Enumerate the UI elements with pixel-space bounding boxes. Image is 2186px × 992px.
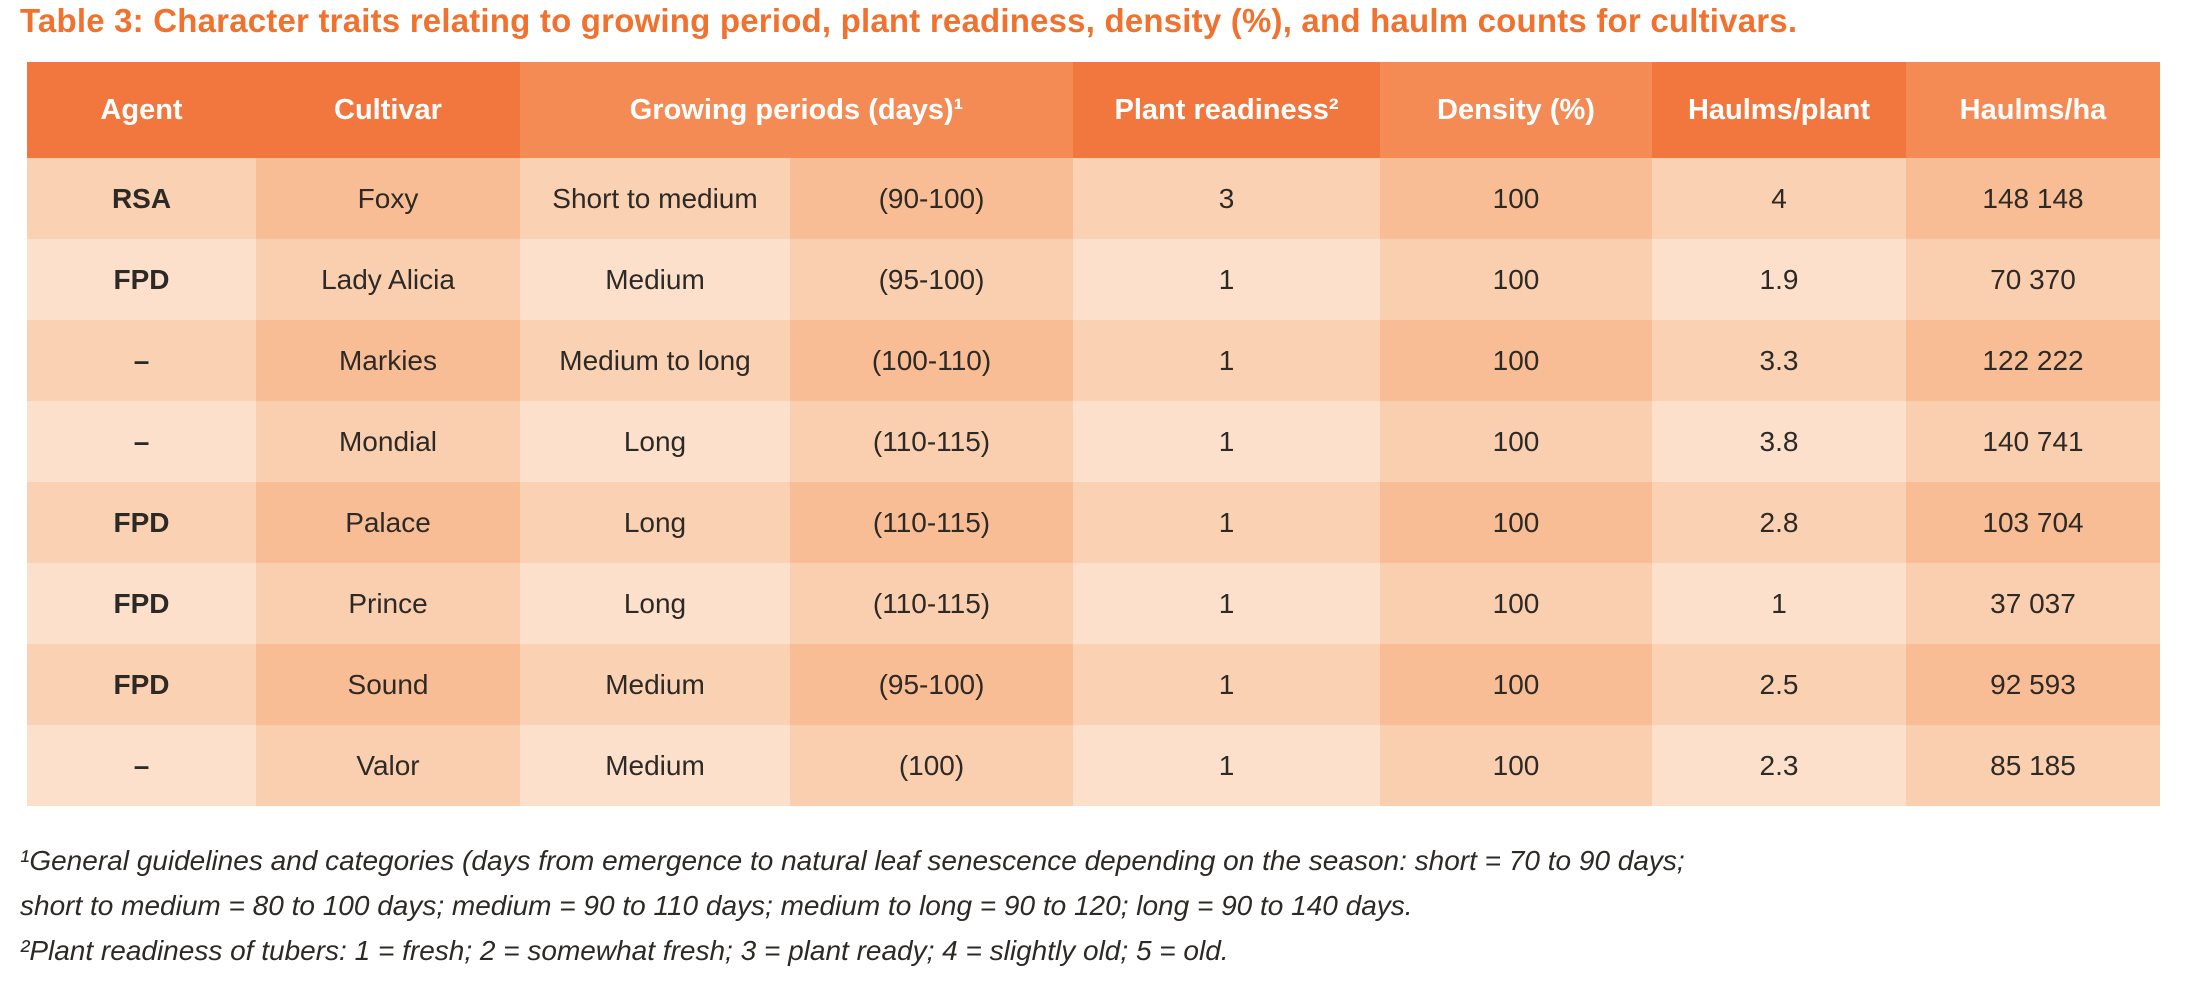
cell-density: 100 bbox=[1380, 239, 1652, 320]
cell-agent: FPD bbox=[27, 482, 256, 563]
column-header-haulms-ha: Haulms/ha bbox=[1906, 62, 2160, 158]
cell-cultivar: Sound bbox=[256, 644, 520, 725]
cell-cultivar: Foxy bbox=[256, 158, 520, 239]
cell-plant-readiness: 1 bbox=[1073, 563, 1380, 644]
cell-agent: FPD bbox=[27, 239, 256, 320]
table-title: Table 3: Character traits relating to gr… bbox=[20, 2, 1798, 39]
cell-cultivar: Markies bbox=[256, 320, 520, 401]
cell-agent: RSA bbox=[27, 158, 256, 239]
cell-haulms-ha: 140 741 bbox=[1906, 401, 2160, 482]
cell-growing-range: (95-100) bbox=[790, 644, 1073, 725]
cell-agent: FPD bbox=[27, 644, 256, 725]
cell-growing-range: (90-100) bbox=[790, 158, 1073, 239]
cell-growing-range: (95-100) bbox=[790, 239, 1073, 320]
table-row: – Mondial Long (110-115) 1 100 3.8 140 741 bbox=[27, 401, 2160, 482]
cell-cultivar: Mondial bbox=[256, 401, 520, 482]
cell-haulms-ha: 85 185 bbox=[1906, 725, 2160, 806]
cell-haulms-plant: 3.3 bbox=[1652, 320, 1906, 401]
table-body: RSA Foxy Short to medium (90-100) 3 100 4 148 1… bbox=[27, 158, 2160, 806]
cell-density: 100 bbox=[1380, 644, 1652, 725]
cell-growing-range: (110-115) bbox=[790, 563, 1073, 644]
cell-haulms-plant: 4 bbox=[1652, 158, 1906, 239]
cell-growing-period: Long bbox=[520, 401, 790, 482]
footnote-plant-readiness: ²Plant readiness of tubers: 1 = fresh; 2… bbox=[20, 935, 1229, 966]
cell-growing-period: Long bbox=[520, 563, 790, 644]
footnote-growing-periods-line2: short to medium = 80 to 100 days; medium… bbox=[20, 890, 1413, 921]
cell-plant-readiness: 1 bbox=[1073, 239, 1380, 320]
cell-growing-range: (110-115) bbox=[790, 482, 1073, 563]
table-row: RSA Foxy Short to medium (90-100) 3 100 4 148 1… bbox=[27, 158, 2160, 239]
cell-growing-range: (100) bbox=[790, 725, 1073, 806]
cell-growing-period: Short to medium bbox=[520, 158, 790, 239]
cell-haulms-plant: 2.3 bbox=[1652, 725, 1906, 806]
table-row: FPD Sound Medium (95-100) 1 100 2.5 92 593 bbox=[27, 644, 2160, 725]
cell-haulms-plant: 1.9 bbox=[1652, 239, 1906, 320]
table-row: – Markies Medium to long (100-110) 1 100 3.3 12… bbox=[27, 320, 2160, 401]
table-row: FPD Palace Long (110-115) 1 100 2.8 103 704 bbox=[27, 482, 2160, 563]
cell-growing-range: (110-115) bbox=[790, 401, 1073, 482]
column-header-plant-readiness: Plant readiness² bbox=[1073, 62, 1380, 158]
table-row: FPD Lady Alicia Medium (95-100) 1 100 1.9 70 37… bbox=[27, 239, 2160, 320]
cell-plant-readiness: 1 bbox=[1073, 320, 1380, 401]
cell-haulms-ha: 103 704 bbox=[1906, 482, 2160, 563]
cell-plant-readiness: 1 bbox=[1073, 401, 1380, 482]
cell-growing-period: Medium bbox=[520, 644, 790, 725]
cell-density: 100 bbox=[1380, 158, 1652, 239]
cell-agent: – bbox=[27, 320, 256, 401]
cell-plant-readiness: 3 bbox=[1073, 158, 1380, 239]
cell-haulms-plant: 1 bbox=[1652, 563, 1906, 644]
column-header-haulms-plant: Haulms/plant bbox=[1652, 62, 1906, 158]
column-header-density: Density (%) bbox=[1380, 62, 1652, 158]
table-row: – Valor Medium (100) 1 100 2.3 85 185 bbox=[27, 725, 2160, 806]
cell-haulms-ha: 70 370 bbox=[1906, 239, 2160, 320]
cell-haulms-ha: 92 593 bbox=[1906, 644, 2160, 725]
cell-plant-readiness: 1 bbox=[1073, 644, 1380, 725]
cell-plant-readiness: 1 bbox=[1073, 482, 1380, 563]
cell-cultivar: Palace bbox=[256, 482, 520, 563]
cell-growing-period: Medium bbox=[520, 725, 790, 806]
cell-haulms-plant: 2.8 bbox=[1652, 482, 1906, 563]
cell-plant-readiness: 1 bbox=[1073, 725, 1380, 806]
cell-agent: – bbox=[27, 725, 256, 806]
header-row: Agent Cultivar Growing periods (days)¹ P… bbox=[27, 62, 2160, 158]
cell-growing-period: Medium bbox=[520, 239, 790, 320]
column-header-agent: Agent bbox=[27, 62, 256, 158]
cell-growing-range: (100-110) bbox=[790, 320, 1073, 401]
cell-haulms-ha: 122 222 bbox=[1906, 320, 2160, 401]
cell-growing-period: Long bbox=[520, 482, 790, 563]
column-header-growing-periods: Growing periods (days)¹ bbox=[520, 62, 1073, 158]
cell-haulms-plant: 3.8 bbox=[1652, 401, 1906, 482]
cell-density: 100 bbox=[1380, 563, 1652, 644]
cell-growing-period: Medium to long bbox=[520, 320, 790, 401]
cell-cultivar: Prince bbox=[256, 563, 520, 644]
cell-agent: – bbox=[27, 401, 256, 482]
cell-haulms-ha: 37 037 bbox=[1906, 563, 2160, 644]
cell-haulms-ha: 148 148 bbox=[1906, 158, 2160, 239]
cell-density: 100 bbox=[1380, 482, 1652, 563]
cell-haulms-plant: 2.5 bbox=[1652, 644, 1906, 725]
cell-density: 100 bbox=[1380, 401, 1652, 482]
cell-cultivar: Valor bbox=[256, 725, 520, 806]
cell-density: 100 bbox=[1380, 725, 1652, 806]
cell-cultivar: Lady Alicia bbox=[256, 239, 520, 320]
footnotes: ¹General guidelines and categories (days… bbox=[20, 838, 1685, 973]
cultivar-table: Agent Cultivar Growing periods (days)¹ P… bbox=[27, 62, 2160, 806]
table-row: FPD Prince Long (110-115) 1 100 1 37 037 bbox=[27, 563, 2160, 644]
cell-density: 100 bbox=[1380, 320, 1652, 401]
column-header-cultivar: Cultivar bbox=[256, 62, 520, 158]
cell-agent: FPD bbox=[27, 563, 256, 644]
footnote-growing-periods-line1: ¹General guidelines and categories (days… bbox=[20, 845, 1685, 876]
